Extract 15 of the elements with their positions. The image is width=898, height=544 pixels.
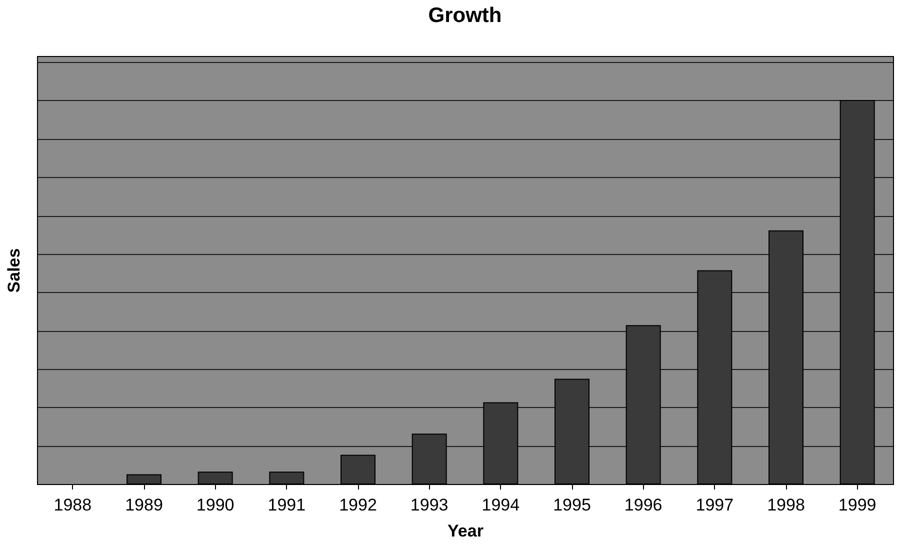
x-tick-label: 1997 [696,496,734,514]
x-tick-label: 1998 [767,496,805,514]
x-tick-label: 1994 [482,496,520,514]
chart-title: Growth [428,4,502,27]
y-axis-title: Sales [4,248,24,293]
x-tick-label: 1991 [268,496,306,514]
x-tick-label: 1999 [838,496,876,514]
x-tick-label: 1989 [125,496,163,514]
x-tick-label: 1988 [54,496,92,514]
x-tick-label: 1992 [339,496,377,514]
x-axis-title: Year [448,522,484,540]
x-tick-label: 1996 [624,496,662,514]
x-tick-label: 1993 [410,496,448,514]
x-tick-label: 1995 [553,496,591,514]
x-tick-label: 1990 [196,496,234,514]
